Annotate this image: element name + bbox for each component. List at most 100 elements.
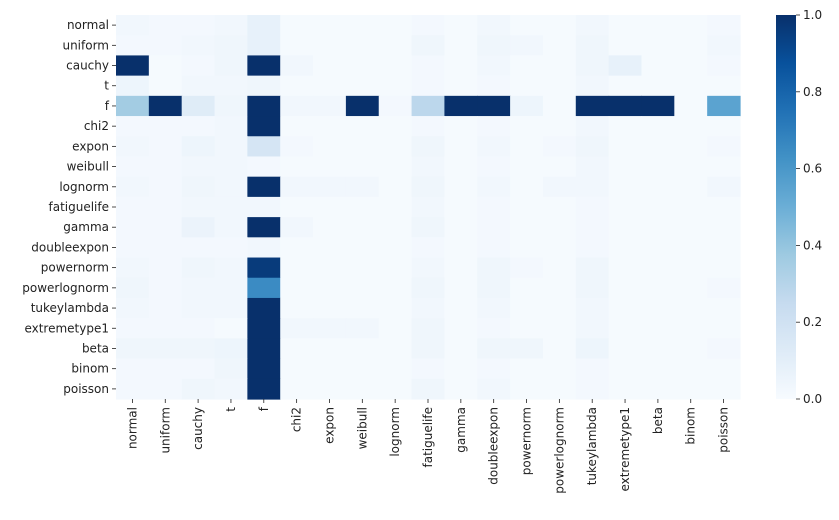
heatmap-cell-uniform-gamma bbox=[444, 35, 478, 57]
heatmap-cell-doubleexpon-normal bbox=[116, 237, 150, 259]
heatmap-cell-cauchy-powernorm bbox=[510, 55, 544, 77]
heatmap-cell-lognorm-chi2 bbox=[280, 176, 314, 198]
heatmap-cell-binom-normal bbox=[116, 358, 150, 380]
heatmap-cell-cauchy-gamma bbox=[444, 55, 478, 77]
heatmap-cell-cauchy-t bbox=[214, 55, 248, 77]
heatmap-cell-chi2-powernorm bbox=[510, 116, 544, 137]
heatmap-cell-weibull-lognorm bbox=[378, 156, 413, 178]
heatmap-cell-tukeylambda-weibull bbox=[345, 297, 380, 319]
heatmap-cell-weibull-poisson bbox=[707, 156, 741, 178]
heatmap-cell-powerlognorm-doubleexpon bbox=[477, 277, 511, 299]
heatmap-cell-beta-normal bbox=[116, 338, 150, 360]
heatmap-cell-binom-expon bbox=[313, 358, 347, 380]
heatmap-cell-gamma-weibull bbox=[345, 217, 380, 238]
heatmap-cell-tukeylambda-chi2 bbox=[280, 297, 314, 319]
heatmap-cell-chi2-poisson bbox=[707, 116, 741, 137]
heatmap-cell-extremetype1-chi2 bbox=[280, 318, 314, 339]
heatmap-cell-lognorm-doubleexpon bbox=[477, 176, 511, 198]
y-tick-label: t bbox=[104, 79, 109, 93]
heatmap-cell-chi2-tukeylambda bbox=[575, 116, 610, 137]
heatmap-cell-fatiguelife-doubleexpon bbox=[477, 196, 511, 218]
heatmap-cell-uniform-powerlognorm bbox=[542, 35, 577, 57]
heatmap-cell-gamma-chi2 bbox=[280, 217, 314, 238]
heatmap-cell-chi2-binom bbox=[674, 116, 708, 137]
heatmap-cell-powernorm-chi2 bbox=[280, 257, 314, 279]
heatmap-cell-doubleexpon-fatiguelife bbox=[411, 237, 446, 259]
heatmap-cell-f-f bbox=[247, 95, 281, 117]
heatmap-cell-expon-gamma bbox=[444, 136, 478, 158]
heatmap-cell-powernorm-fatiguelife bbox=[411, 257, 446, 279]
y-tick-label: beta bbox=[82, 341, 109, 355]
heatmap-cell-weibull-beta bbox=[641, 156, 675, 178]
heatmap-cell-cauchy-cauchy bbox=[181, 55, 216, 77]
x-tick-label: lognorm bbox=[388, 407, 402, 457]
x-tick-label: weibull bbox=[355, 407, 369, 449]
heatmap-cell-cauchy-extremetype1 bbox=[608, 55, 643, 77]
heatmap-cell-powernorm-gamma bbox=[444, 257, 478, 279]
heatmap-cell-tukeylambda-lognorm bbox=[378, 297, 413, 319]
x-tick-label: t bbox=[224, 407, 238, 412]
heatmap-cell-extremetype1-weibull bbox=[345, 318, 380, 339]
heatmap-cell-lognorm-f bbox=[247, 176, 281, 198]
heatmap-cell-chi2-doubleexpon bbox=[477, 116, 511, 137]
heatmap-cell-poisson-t bbox=[214, 378, 248, 400]
heatmap-cell-normal-fatiguelife bbox=[411, 15, 446, 36]
heatmap-cell-beta-cauchy bbox=[181, 338, 216, 360]
heatmap-cell-lognorm-normal bbox=[116, 176, 150, 198]
heatmap-cell-fatiguelife-fatiguelife bbox=[411, 196, 446, 218]
heatmap-cell-normal-gamma bbox=[444, 15, 478, 36]
heatmap-cell-chi2-cauchy bbox=[181, 116, 216, 137]
heatmap-cell-fatiguelife-lognorm bbox=[378, 196, 413, 218]
heatmap-cell-extremetype1-t bbox=[214, 318, 248, 339]
heatmap-cell-powernorm-uniform bbox=[148, 257, 183, 279]
heatmap-cell-normal-extremetype1 bbox=[608, 15, 643, 36]
heatmap-cell-normal-t bbox=[214, 15, 248, 36]
heatmap-cell-cauchy-lognorm bbox=[378, 55, 413, 77]
heatmap-cell-uniform-beta bbox=[641, 35, 675, 57]
heatmap-cell-fatiguelife-tukeylambda bbox=[575, 196, 610, 218]
heatmap-cell-beta-chi2 bbox=[280, 338, 314, 360]
heatmap-cell-cauchy-uniform bbox=[148, 55, 183, 77]
heatmap-cell-binom-poisson bbox=[707, 358, 741, 380]
heatmap-cell-extremetype1-normal bbox=[116, 318, 150, 339]
heatmap-cell-chi2-extremetype1 bbox=[608, 116, 643, 137]
heatmap-cell-expon-cauchy bbox=[181, 136, 216, 158]
heatmap-cell-tukeylambda-cauchy bbox=[181, 297, 216, 319]
heatmap-cell-normal-uniform bbox=[148, 15, 183, 36]
heatmap-cell-chi2-fatiguelife bbox=[411, 116, 446, 137]
heatmap-cell-powerlognorm-cauchy bbox=[181, 277, 216, 299]
heatmap-cell-lognorm-tukeylambda bbox=[575, 176, 610, 198]
heatmap-cell-doubleexpon-beta bbox=[641, 237, 675, 259]
heatmap-cell-gamma-cauchy bbox=[181, 217, 216, 238]
heatmap-cell-expon-lognorm bbox=[378, 136, 413, 158]
heatmap-cell-tukeylambda-powerlognorm bbox=[542, 297, 577, 319]
heatmap-cell-beta-uniform bbox=[148, 338, 183, 360]
heatmap-cell-fatiguelife-powernorm bbox=[510, 196, 544, 218]
heatmap-cell-weibull-binom bbox=[674, 156, 708, 178]
heatmap-cell-powerlognorm-extremetype1 bbox=[608, 277, 643, 299]
heatmap-cell-f-doubleexpon bbox=[477, 95, 511, 117]
heatmap-cell-powernorm-extremetype1 bbox=[608, 257, 643, 279]
heatmap-cell-tukeylambda-tukeylambda bbox=[575, 297, 610, 319]
heatmap-cell-poisson-chi2 bbox=[280, 378, 314, 400]
heatmap-cell-expon-chi2 bbox=[280, 136, 314, 158]
y-tick-label: powernorm bbox=[41, 261, 109, 275]
heatmap-cell-gamma-normal bbox=[116, 217, 150, 238]
heatmap-cell-beta-f bbox=[247, 338, 281, 360]
heatmap-cell-powerlognorm-powernorm bbox=[510, 277, 544, 299]
heatmap-cell-t-expon bbox=[313, 75, 347, 97]
x-tick-label: powerlognorm bbox=[552, 407, 566, 494]
heatmap-cell-expon-t bbox=[214, 136, 248, 158]
heatmap-cell-tukeylambda-gamma bbox=[444, 297, 478, 319]
heatmap-cell-powerlognorm-fatiguelife bbox=[411, 277, 446, 299]
colorbar-gradient bbox=[776, 15, 796, 399]
x-tick-label: poisson bbox=[717, 407, 731, 453]
heatmap-cell-binom-powernorm bbox=[510, 358, 544, 380]
heatmap-cell-f-chi2 bbox=[280, 95, 314, 117]
heatmap-cell-doubleexpon-tukeylambda bbox=[575, 237, 610, 259]
y-tick-label: extremetype1 bbox=[24, 321, 109, 335]
heatmap-cell-powerlognorm-t bbox=[214, 277, 248, 299]
y-tick-label: doubleexpon bbox=[31, 240, 109, 254]
heatmap-cell-tukeylambda-extremetype1 bbox=[608, 297, 643, 319]
heatmap-cell-beta-extremetype1 bbox=[608, 338, 643, 360]
